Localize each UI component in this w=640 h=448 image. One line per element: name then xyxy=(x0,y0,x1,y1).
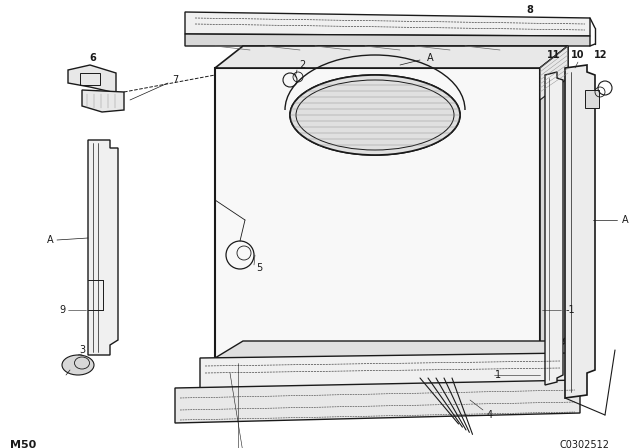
Ellipse shape xyxy=(62,355,94,375)
Text: -1: -1 xyxy=(565,305,575,315)
Polygon shape xyxy=(88,140,118,355)
Polygon shape xyxy=(540,46,568,100)
Bar xyxy=(80,73,100,85)
Text: A: A xyxy=(621,215,628,225)
Text: 12: 12 xyxy=(595,50,608,60)
Text: 6: 6 xyxy=(90,53,97,63)
Polygon shape xyxy=(540,46,568,358)
Text: A: A xyxy=(427,53,433,63)
Text: 2: 2 xyxy=(299,60,305,70)
Text: 9: 9 xyxy=(59,305,65,315)
Polygon shape xyxy=(545,72,563,385)
Ellipse shape xyxy=(290,75,460,155)
Text: 10: 10 xyxy=(572,50,585,60)
Polygon shape xyxy=(215,68,540,358)
Text: A: A xyxy=(47,235,53,245)
Text: 8: 8 xyxy=(527,5,533,15)
Polygon shape xyxy=(215,46,568,68)
Text: M50: M50 xyxy=(10,440,36,448)
Polygon shape xyxy=(185,34,590,46)
Polygon shape xyxy=(185,12,590,36)
Polygon shape xyxy=(565,65,595,398)
Bar xyxy=(585,90,599,108)
Polygon shape xyxy=(175,380,580,423)
Text: 1: 1 xyxy=(495,370,501,380)
Text: 3: 3 xyxy=(79,345,85,355)
Polygon shape xyxy=(68,65,116,93)
Text: C0302512: C0302512 xyxy=(560,440,610,448)
Text: 4: 4 xyxy=(487,410,493,420)
Polygon shape xyxy=(215,341,568,358)
Polygon shape xyxy=(200,353,570,388)
Text: 5: 5 xyxy=(256,263,262,273)
Text: 7: 7 xyxy=(172,75,178,85)
Polygon shape xyxy=(82,90,124,112)
Text: 11: 11 xyxy=(547,50,561,60)
